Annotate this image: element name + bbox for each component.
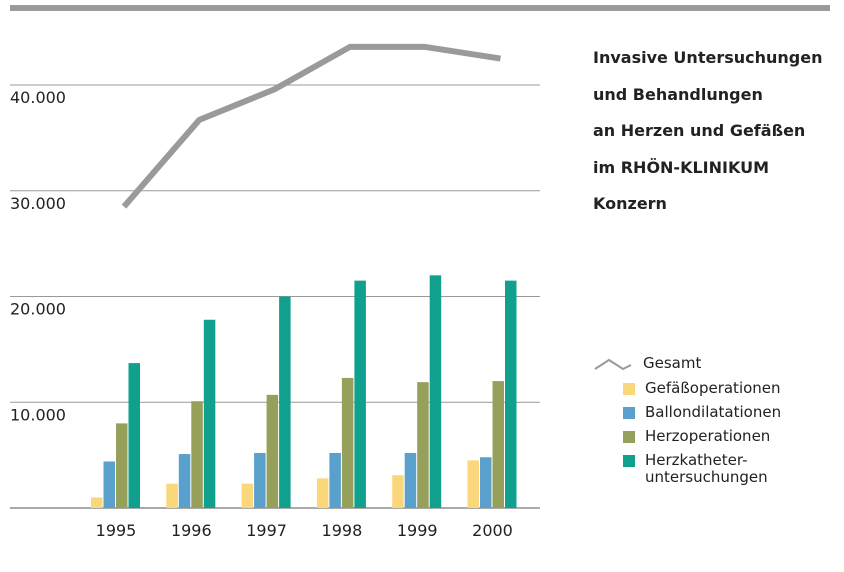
- bar: [103, 461, 115, 508]
- bar: [480, 457, 492, 508]
- bar: [128, 363, 140, 508]
- legend-swatch: [623, 407, 635, 419]
- title-line: Konzern: [593, 194, 667, 213]
- legend: Gesamt Gefäßoperationen Ballondilatationen…: [593, 355, 781, 493]
- bar: [191, 401, 203, 508]
- legend-label: Gefäßoperationen: [645, 379, 781, 397]
- title-line: und Behandlungen: [593, 84, 763, 104]
- legend-swatch: [623, 383, 635, 395]
- bar: [116, 423, 128, 508]
- legend-label: Herzkatheter- untersuchungen: [645, 451, 768, 486]
- bar: [166, 483, 178, 508]
- bar: [492, 381, 504, 508]
- legend-label: Ballondilatationen: [645, 403, 782, 421]
- bar: [329, 453, 341, 508]
- bar: [505, 280, 517, 508]
- bar: [203, 319, 216, 508]
- legend-swatch: [623, 431, 635, 443]
- bar: [178, 454, 191, 508]
- bar: [266, 394, 279, 508]
- bar: [467, 460, 479, 508]
- y-tick-label: 30.000: [10, 194, 66, 213]
- x-tick-label: 1999: [397, 521, 438, 540]
- legend-label: Gesamt: [643, 354, 702, 372]
- top-rule: [10, 5, 830, 11]
- x-tick-label: 1996: [171, 521, 212, 540]
- title-line: im RHÖN-KLINIKUM: [593, 157, 769, 177]
- bar: [392, 475, 404, 508]
- bar: [279, 296, 291, 508]
- bar: [429, 275, 442, 508]
- line: [121, 43, 501, 209]
- bar: [354, 280, 366, 508]
- y-tick-label: 40.000: [10, 88, 66, 107]
- x-tick-label: 1997: [246, 521, 287, 540]
- legend-line: [594, 358, 632, 371]
- x-tick-label: 2000: [472, 521, 513, 540]
- x-tick-label: 1998: [322, 521, 363, 540]
- y-tick-label: 10.000: [10, 405, 66, 424]
- legend-item: Herzkatheter- untersuchungen: [593, 452, 781, 486]
- bar: [254, 453, 266, 508]
- legend-item: Gefäßoperationen: [593, 380, 781, 397]
- bar: [91, 497, 103, 508]
- chart-title: Invasive Untersuchungen und Behandlungen a…: [593, 40, 822, 223]
- legend-item: Gesamt: [593, 355, 781, 373]
- bar: [341, 377, 354, 508]
- title-line: an Herzen und Gefäßen: [593, 121, 806, 140]
- x-tick-label: 1995: [96, 521, 137, 540]
- bar: [241, 483, 254, 508]
- bar: [417, 382, 429, 508]
- legend-icon: [594, 358, 632, 371]
- legend-item: Herzoperationen: [593, 428, 781, 445]
- title-line: Invasive Untersuchungen: [593, 48, 823, 67]
- bar: [316, 478, 329, 508]
- legend-swatch: [623, 455, 635, 467]
- legend-label: Herzoperationen: [645, 427, 771, 445]
- bar: [404, 453, 417, 508]
- legend-item: Ballondilatationen: [593, 404, 781, 421]
- y-tick-label: 20.000: [10, 300, 66, 319]
